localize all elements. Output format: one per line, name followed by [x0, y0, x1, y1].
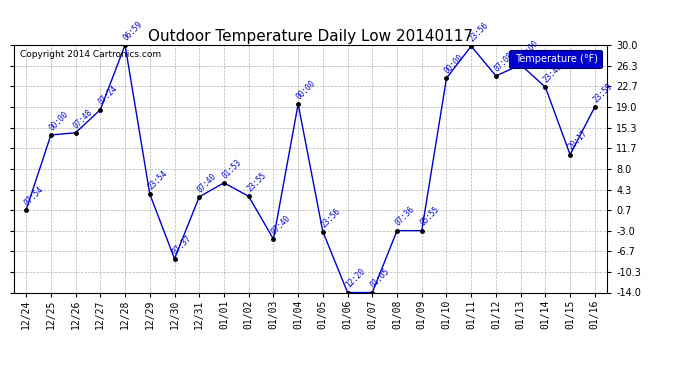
Text: 23:55: 23:55 [245, 171, 268, 194]
Legend: Temperature (°F): Temperature (°F) [509, 50, 602, 68]
Text: 07:37: 07:37 [171, 233, 194, 256]
Text: 00:00: 00:00 [443, 53, 466, 75]
Text: 07:40: 07:40 [196, 171, 218, 194]
Text: 01:05: 01:05 [368, 267, 391, 290]
Text: 00:00: 00:00 [48, 110, 70, 132]
Text: 01:53: 01:53 [220, 158, 243, 180]
Text: Copyright 2014 Cartronics.com: Copyright 2014 Cartronics.com [20, 50, 161, 59]
Text: 05:55: 05:55 [418, 205, 441, 228]
Title: Outdoor Temperature Daily Low 20140117: Outdoor Temperature Daily Low 20140117 [148, 29, 473, 44]
Text: 23:59: 23:59 [591, 81, 614, 104]
Text: 07:36: 07:36 [393, 205, 416, 228]
Text: 23:56: 23:56 [468, 21, 491, 44]
Text: 07:24: 07:24 [97, 84, 119, 107]
Text: 07:08: 07:08 [493, 51, 515, 73]
Text: 00:00: 00:00 [517, 39, 540, 62]
Text: 00:00: 00:00 [295, 79, 317, 101]
Text: 12:20: 12:20 [344, 267, 366, 290]
Text: 23:48: 23:48 [542, 62, 564, 84]
Text: 06:59: 06:59 [121, 20, 144, 42]
Text: 07:54: 07:54 [23, 184, 46, 207]
Text: 23:54: 23:54 [146, 169, 169, 191]
Text: 07:40: 07:40 [270, 214, 293, 236]
Text: 23:56: 23:56 [319, 206, 342, 229]
Text: 07:48: 07:48 [72, 107, 95, 130]
Text: 20:17: 20:17 [566, 129, 589, 152]
